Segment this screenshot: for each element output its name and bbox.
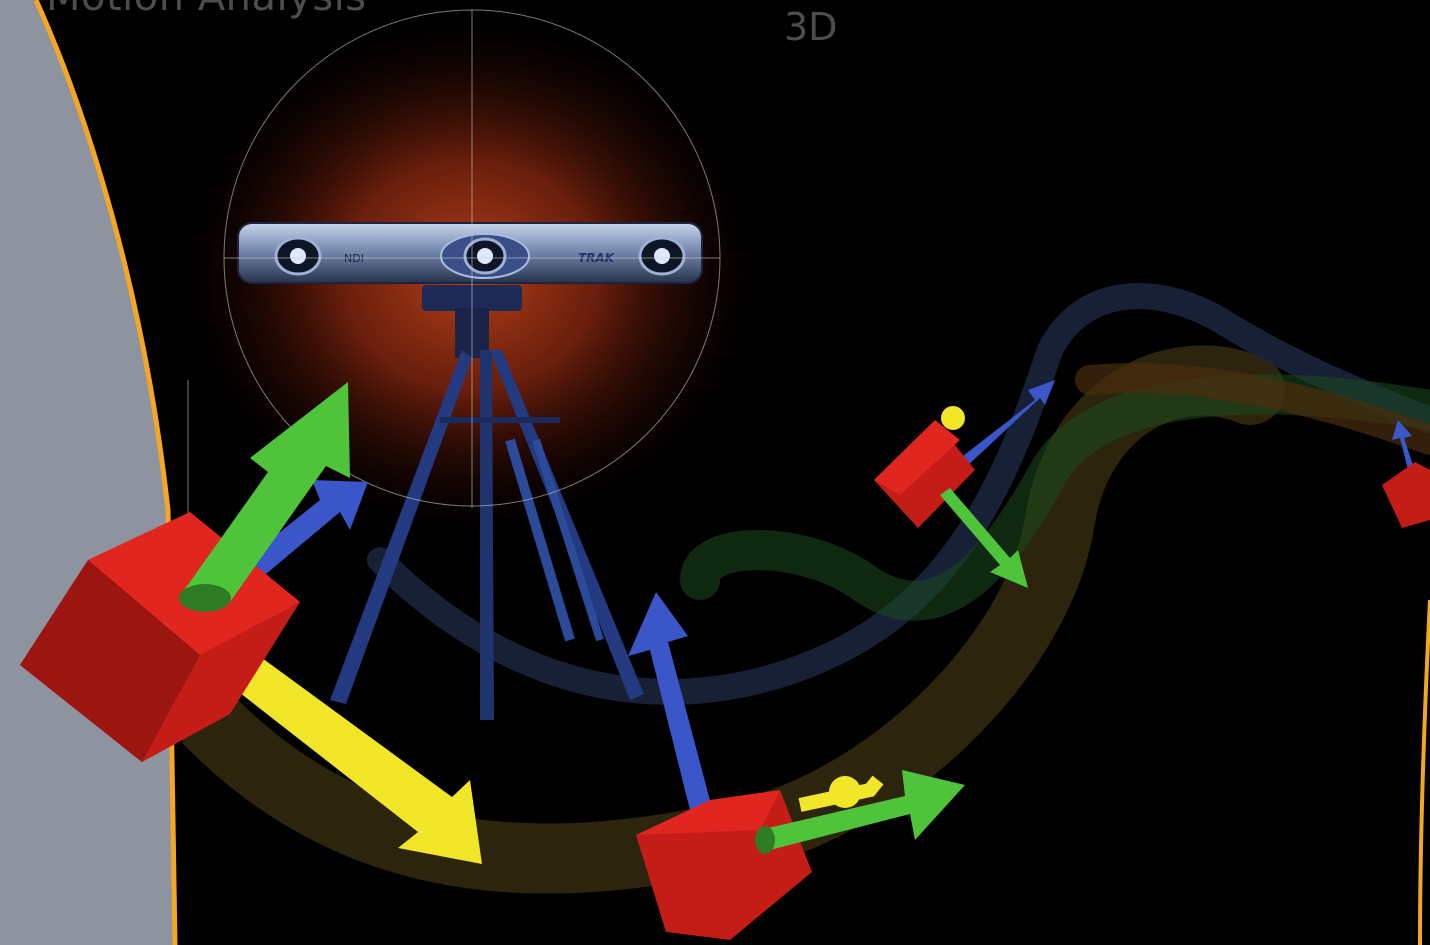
rigid-body-marker-center [628, 592, 965, 940]
rigid-body-marker-upper [874, 380, 1055, 588]
side-panel-border [33, 0, 178, 945]
arrow-blue [1392, 420, 1414, 470]
tracking-camera-icon: NDI TRAK [237, 222, 703, 284]
crosshair-icon [187, 9, 721, 520]
arrow-blue [245, 480, 368, 574]
rigid-body-marker-large [20, 382, 482, 864]
arrow-green [760, 770, 965, 850]
right-border [1418, 599, 1430, 945]
arrow-blue [628, 592, 712, 810]
arrow-green [180, 382, 350, 602]
arrow-green [940, 488, 1028, 588]
arrow-blue [945, 380, 1055, 482]
page-title: Motion Analysis [46, 0, 367, 20]
page-subtitle: 3D [784, 5, 838, 49]
rigid-body-marker-far [1382, 420, 1430, 528]
